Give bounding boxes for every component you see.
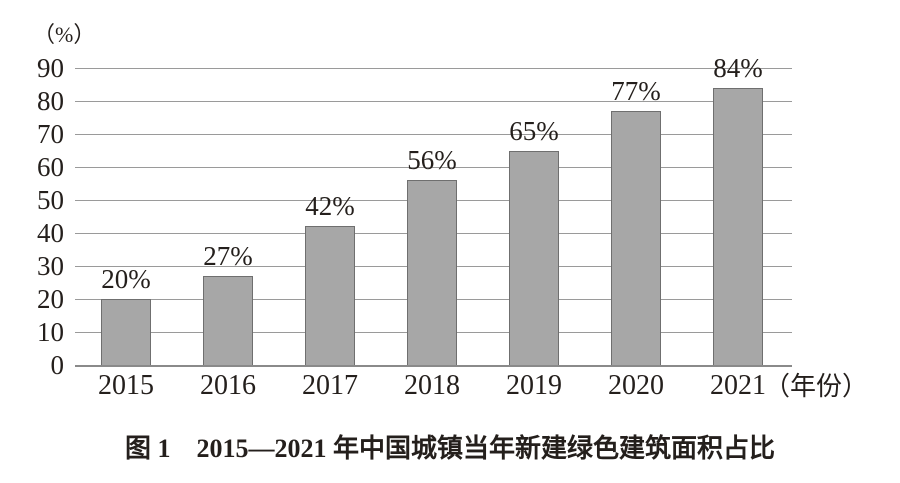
bar-value-label: 20% [101, 264, 151, 294]
y-axis-tick-label: 80 [37, 86, 64, 116]
gridline [75, 167, 792, 168]
gridline [75, 134, 792, 135]
bar-value-label: 65% [509, 115, 559, 146]
bar-2015 [101, 299, 151, 365]
bar-2018 [407, 180, 457, 365]
y-axis-unit-label: （%） [33, 22, 96, 47]
bar-2020 [611, 110, 661, 365]
y-axis-tick-label: 30 [37, 251, 64, 281]
bar-value-label: 42% [305, 191, 355, 222]
bar-2019 [509, 150, 559, 365]
bar-value-label: 27% [203, 240, 253, 271]
bar-value-label: 77% [611, 75, 661, 106]
y-axis-tick-label: 20 [37, 284, 64, 314]
y-axis-tick-label: 50 [37, 185, 64, 215]
x-axis-tick-label: 2018 [404, 370, 460, 401]
y-axis-tick-label: 60 [37, 152, 64, 182]
figure-caption: 图 1 2015—2021 年中国城镇当年新建绿色建筑面积占比 [124, 434, 775, 463]
y-axis-tick-label: 40 [37, 218, 64, 248]
x-axis-tick-label: 2016 [200, 370, 256, 401]
gridline [75, 101, 792, 102]
y-axis-tick-label: 10 [37, 317, 64, 347]
x-axis-tick-label: 2019 [506, 370, 562, 401]
bar-value-label: 56% [407, 145, 457, 176]
x-axis-tick-label: 2021 [710, 370, 766, 401]
y-axis-tick-label: 70 [37, 119, 64, 149]
bar-value-label: 84% [713, 52, 763, 83]
bar-2016 [203, 275, 253, 365]
y-axis-tick-label: 0 [50, 350, 65, 380]
y-axis-tick-label: 90 [37, 53, 64, 83]
x-axis-tick-label: 2015 [98, 370, 154, 401]
bar-2021 [713, 87, 763, 365]
x-axis-line [75, 365, 792, 367]
bar-2017 [305, 226, 355, 365]
x-axis-tick-label: 2020 [608, 370, 664, 401]
gridline [75, 68, 792, 69]
x-axis-tick-label: 2017 [302, 370, 358, 401]
x-axis-unit-label: （年份） [764, 372, 869, 401]
